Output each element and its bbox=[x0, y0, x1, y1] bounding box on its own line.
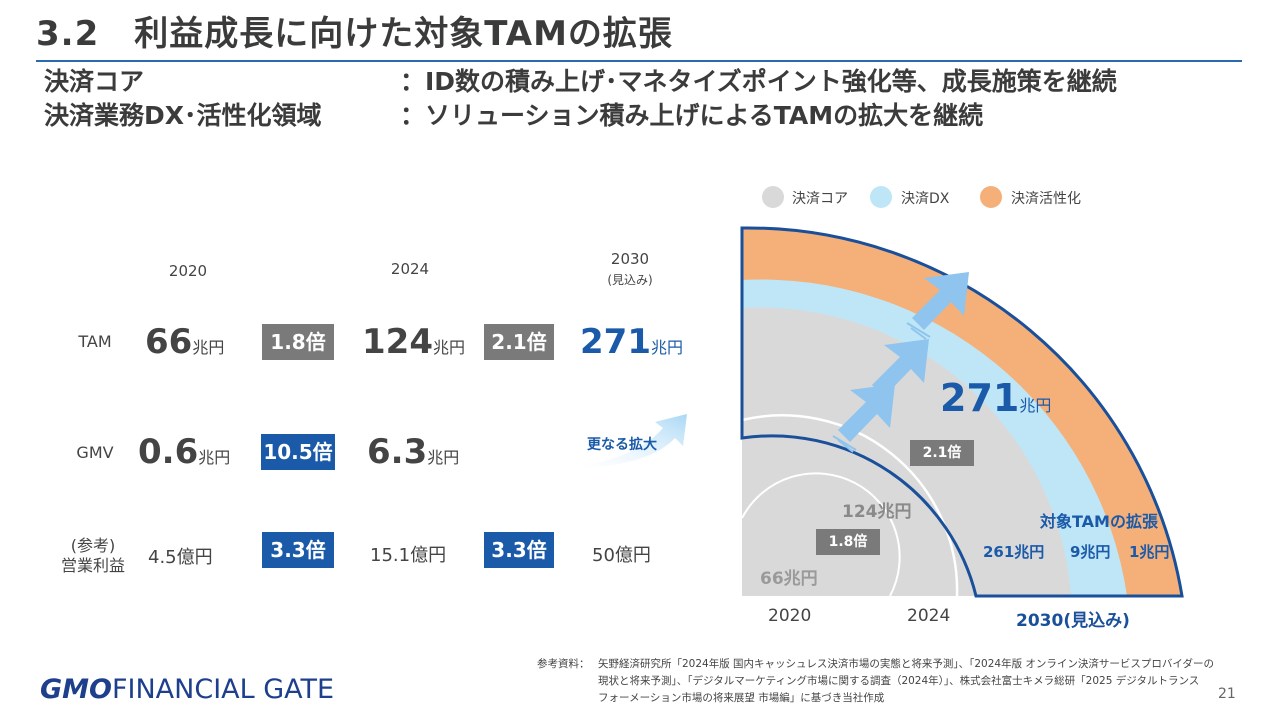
tam-2020-value: 66兆円 bbox=[145, 322, 225, 362]
subtitle-core-label: 決済コア bbox=[44, 67, 145, 96]
row-label-profit-line1: (参考) bbox=[70, 536, 116, 555]
reference-line-1: 矢野経済研究所「2024年版 国内キャッシュレス決済市場の実態と将来予測」、「2… bbox=[598, 658, 1214, 670]
profit-2024-value: 15.1億円 bbox=[370, 545, 447, 566]
legend-activation-swatch bbox=[980, 186, 1002, 208]
diagram-axis-2024: 2024 bbox=[907, 606, 951, 626]
arc-2020 bbox=[741, 472, 901, 597]
diagram-segment-activation: 1兆円 bbox=[1129, 543, 1170, 561]
reference-line-2: 現状と将来予測」、「デジタルマーケティング市場に関する調査（2024年）」、株式… bbox=[598, 675, 1200, 687]
gmv-multiplier-2020-2024: 10.5倍 bbox=[261, 434, 335, 470]
expansion-arrow bbox=[567, 414, 687, 468]
profit-2030-value: 50億円 bbox=[592, 545, 651, 566]
diagram-multiplier-2020-2024: 1.8倍 bbox=[816, 529, 880, 555]
subtitle-core-text: ：ID数の積み上げ･マネタイズポイント強化等、成長施策を継続 bbox=[400, 67, 1117, 96]
year-2024-header: 2024 bbox=[390, 260, 430, 278]
band-core bbox=[742, 307, 1071, 596]
subtitle-dx-text: ：ソリューション積み上げによるTAMの拡大を継続 bbox=[400, 101, 984, 130]
reference-line-3: フォーメーション市場の将来展望 市場編」に基づき当社作成 bbox=[598, 692, 885, 704]
arc-2024 bbox=[741, 414, 959, 597]
reference-label: 参考資料： bbox=[537, 658, 590, 670]
profit-multiplier-2024-2030: 3.3倍 bbox=[484, 532, 554, 568]
page-number: 21 bbox=[1218, 686, 1236, 702]
diagram-segment-dx: 9兆円 bbox=[1070, 543, 1111, 561]
tam-2030-value: 271兆円 bbox=[580, 322, 683, 362]
tam-quarter-circle-diagram bbox=[740, 226, 1184, 598]
diagram-2030-value: 271兆円 bbox=[940, 376, 1052, 420]
legend-core-swatch bbox=[762, 186, 784, 208]
row-label-tam: TAM bbox=[78, 332, 112, 351]
row-label-gmv: GMV bbox=[76, 443, 114, 462]
tam-multiplier-2024-2030: 2.1倍 bbox=[484, 324, 554, 360]
diagram-multiplier-2024-2030: 2.1倍 bbox=[910, 440, 974, 466]
profit-multiplier-2020-2024: 3.3倍 bbox=[262, 532, 334, 568]
subtitle-dx-label: 決済業務DX･活性化領域 bbox=[44, 101, 322, 130]
year-2030-header: 2030 bbox=[610, 250, 650, 268]
diagram-expansion-title: 対象TAMの拡張 bbox=[1040, 512, 1158, 531]
tam-multiplier-2020-2024: 1.8倍 bbox=[262, 324, 334, 360]
row-label-profit: (参考) 営業利益 bbox=[48, 536, 138, 576]
tam-2024-value: 124兆円 bbox=[362, 322, 465, 362]
legend-dx-label: 決済DX bbox=[901, 191, 950, 207]
profit-2020-value: 4.5億円 bbox=[148, 547, 213, 568]
row-label-profit-line2: 営業利益 bbox=[60, 556, 125, 575]
diagram-label-124: 124兆円 bbox=[842, 502, 912, 522]
diagram-axis-2020: 2020 bbox=[768, 606, 812, 626]
company-logo: GMOFINANCIAL GATE bbox=[40, 674, 335, 705]
legend-core-label: 決済コア bbox=[792, 191, 848, 207]
year-2020-header: 2020 bbox=[168, 262, 208, 280]
page-title: 3.2 利益成長に向けた対象TAMの拡張 bbox=[36, 14, 673, 54]
diagram-label-66: 66兆円 bbox=[760, 569, 818, 589]
diagram-axis-2030: 2030(見込み) bbox=[1016, 611, 1130, 631]
reference-text: 矢野経済研究所「2024年版 国内キャッシュレス決済市場の実態と将来予測」、「2… bbox=[598, 656, 1214, 707]
title-divider bbox=[36, 60, 1242, 62]
gmv-2024-value: 6.3兆円 bbox=[367, 432, 460, 472]
year-2030-note: (見込み) bbox=[607, 273, 653, 287]
diagram-segment-core: 261兆円 bbox=[983, 543, 1045, 561]
legend-dx-swatch bbox=[870, 186, 892, 208]
legend-activation-label: 決済活性化 bbox=[1011, 191, 1081, 207]
gmv-2020-value: 0.6兆円 bbox=[138, 432, 231, 472]
expansion-label: 更なる拡大 bbox=[587, 437, 657, 453]
